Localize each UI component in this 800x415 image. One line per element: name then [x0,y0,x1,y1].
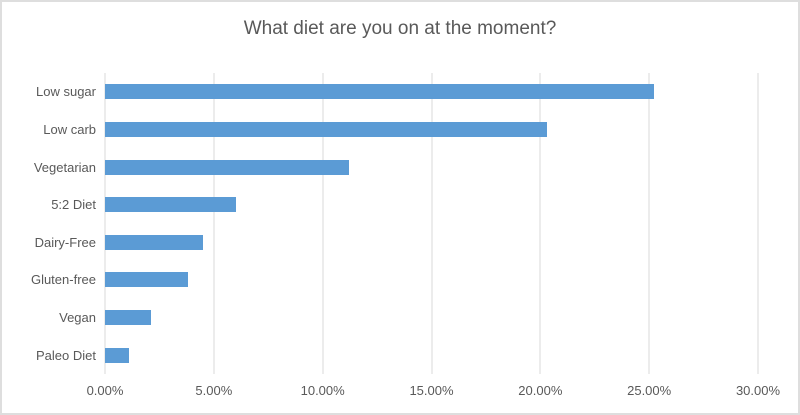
category-label: Gluten-free [30,272,96,288]
bar-gluten-free [105,272,188,288]
gridline-10 [322,73,324,374]
bar-row: Paleo Diet [36,336,758,374]
bar-vegetarian [105,159,349,175]
category-label: 5:2 Diet [51,197,96,213]
bar-rows: Low sugar Low carb Vegetarian 5:2 Diet Dairy… [31,73,758,374]
bar-paleo-diet [105,347,129,363]
bar-row: Low carb [43,111,758,149]
bar-row: Low sugar [36,73,758,111]
x-tick-label: 10.00% [300,383,345,398]
gridline-0 [104,73,106,374]
bar-row: Vegan [59,299,758,337]
x-tick-label: 30.00% [735,383,781,398]
bar-dairy-free [105,234,203,250]
plot-area: Low sugar Low carb Vegetarian 5:2 Diet Dairy… [31,73,780,398]
category-label: Vegan [59,310,96,326]
category-label: Paleo Diet [36,347,96,363]
bar-row: 5:2 Diet [51,186,758,224]
x-tick-label: 20.00% [518,383,563,398]
bar-row: Vegetarian [34,148,758,186]
chart-title: What diet are you on at the moment? [243,18,557,39]
category-label: Dairy-Free [34,234,96,250]
bar-low-sugar [105,84,654,100]
gridline-15 [431,73,432,374]
x-tick-label: 15.00% [409,383,454,398]
gridline-20 [539,73,541,374]
bar-row: Gluten-free [31,261,758,299]
gridline-30 [757,73,759,374]
bar-5-2-diet [105,197,236,213]
category-label: Vegetarian [33,159,96,175]
gridline-5 [213,73,215,374]
x-tick-label: 25.00% [627,383,672,398]
bar-low-carb [105,121,547,137]
category-label: Low carb [43,121,96,137]
bar-vegan [105,310,151,326]
gridline-25 [648,73,650,374]
category-label: Low sugar [36,84,96,100]
x-tick-label: 0.00% [86,383,124,398]
x-tick-label: 5.00% [195,383,233,398]
bar-row: Dairy-Free [35,224,758,262]
